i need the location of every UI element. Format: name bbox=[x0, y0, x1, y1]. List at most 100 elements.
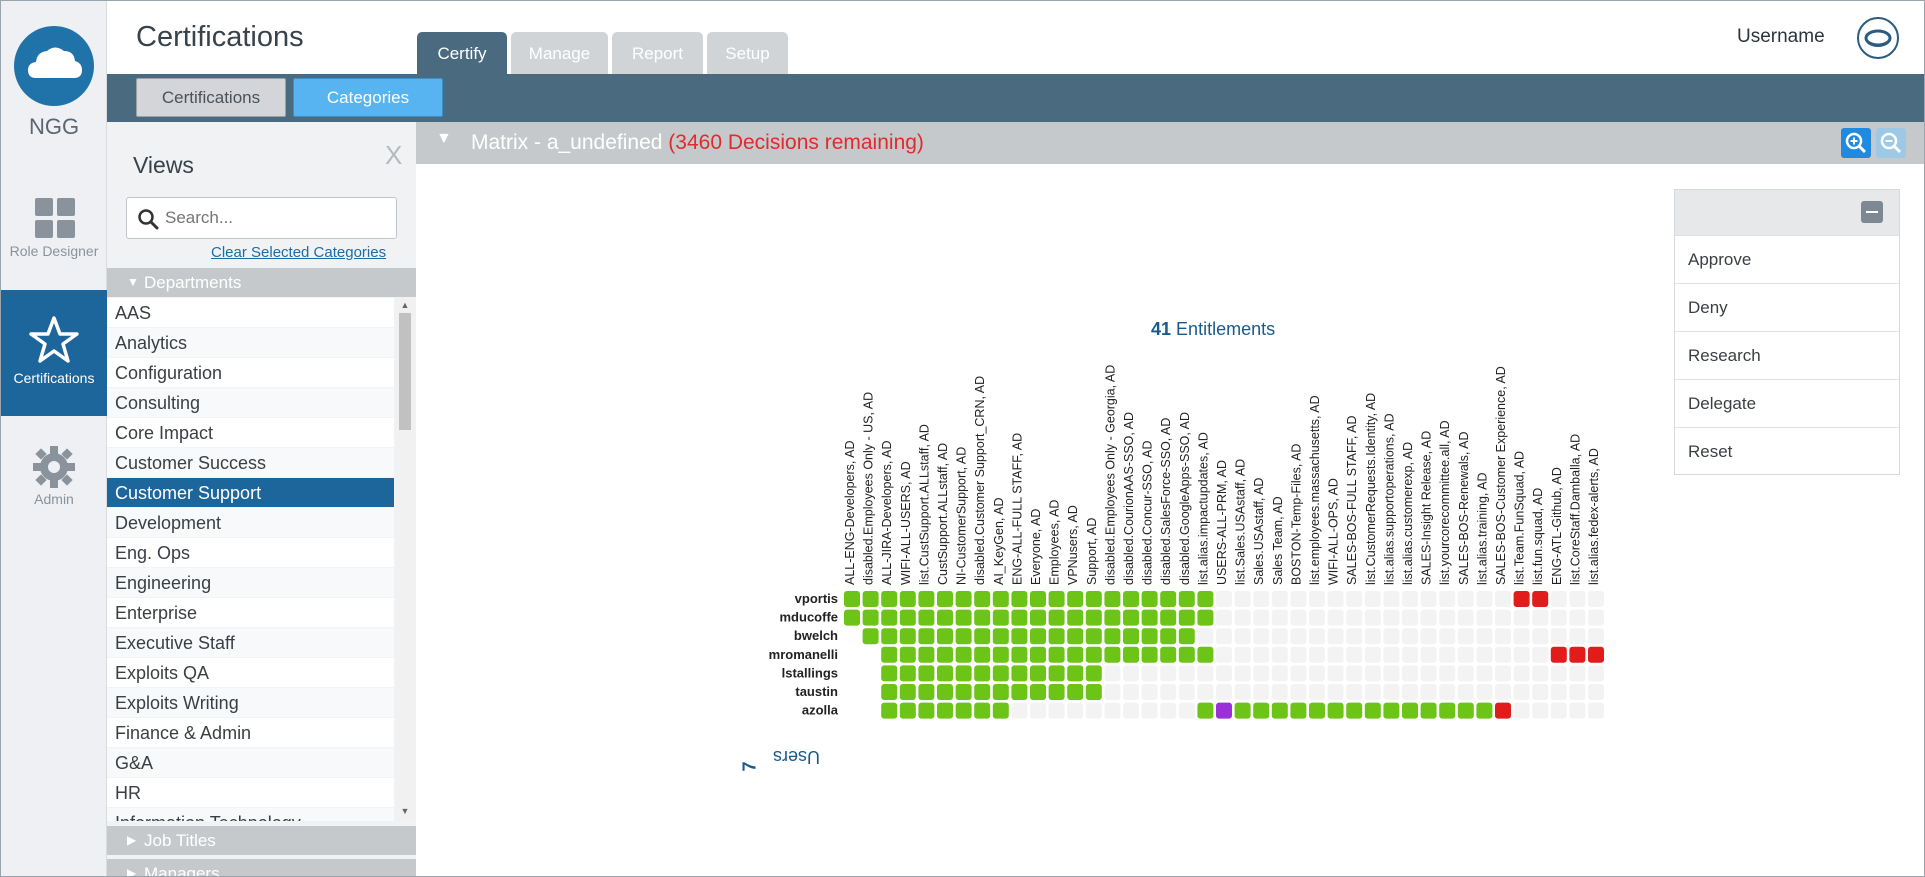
matrix-cell[interactable] bbox=[955, 591, 972, 607]
matrix-cell[interactable] bbox=[1085, 628, 1102, 645]
matrix-cell[interactable] bbox=[1067, 609, 1084, 626]
matrix-cell[interactable] bbox=[1067, 646, 1084, 663]
matrix-cell[interactable] bbox=[1439, 628, 1456, 645]
matrix-cell[interactable] bbox=[1067, 702, 1084, 719]
matrix-cell[interactable] bbox=[1197, 684, 1214, 700]
matrix-cell[interactable] bbox=[1030, 591, 1046, 607]
matrix-cell[interactable] bbox=[1160, 646, 1177, 663]
matrix-cell[interactable] bbox=[1309, 628, 1325, 645]
matrix-cell[interactable] bbox=[1364, 646, 1381, 663]
matrix-cell[interactable] bbox=[955, 684, 972, 700]
entitlement-column-label[interactable]: SALES-BOS-Renewals, AD bbox=[1457, 431, 1471, 585]
department-item[interactable]: Consulting bbox=[107, 388, 394, 418]
matrix-cell[interactable] bbox=[1402, 591, 1418, 607]
matrix-cell[interactable] bbox=[1271, 665, 1288, 682]
matrix-cell[interactable] bbox=[1327, 684, 1344, 700]
matrix-cell[interactable] bbox=[1271, 609, 1288, 626]
matrix-cell[interactable] bbox=[1420, 702, 1437, 719]
matrix-cell[interactable] bbox=[1346, 684, 1363, 700]
matrix-cell[interactable] bbox=[1234, 665, 1251, 682]
entitlement-column-label[interactable]: list.alias.supportoperations, AD bbox=[1382, 413, 1396, 585]
department-item[interactable]: Analytics bbox=[107, 328, 394, 358]
entitlement-column-label[interactable]: disabled.CourionAAS-SSO, AD bbox=[1122, 412, 1136, 585]
matrix-cell[interactable] bbox=[899, 609, 916, 626]
matrix-cell[interactable] bbox=[1048, 591, 1065, 607]
department-item[interactable]: Exploits Writing bbox=[107, 688, 394, 718]
matrix-cell[interactable] bbox=[844, 591, 860, 607]
entitlement-column-label[interactable]: BOSTON-Temp-Files, AD bbox=[1289, 444, 1303, 585]
matrix-cell[interactable] bbox=[918, 628, 935, 645]
deny-action[interactable]: Deny bbox=[1675, 283, 1899, 331]
matrix-cell[interactable] bbox=[1588, 646, 1604, 663]
matrix-cell[interactable] bbox=[1569, 609, 1586, 626]
matrix-cell[interactable] bbox=[1011, 684, 1028, 700]
matrix-cell[interactable] bbox=[1364, 609, 1381, 626]
entitlement-column-label[interactable]: Sales Team, AD bbox=[1271, 496, 1285, 585]
matrix-cell[interactable] bbox=[1495, 665, 1511, 682]
entitlement-column-label[interactable]: AI_KeyGen, AD bbox=[992, 497, 1006, 585]
matrix-cell[interactable] bbox=[881, 684, 898, 700]
matrix-cell[interactable] bbox=[1569, 665, 1586, 682]
matrix-cell[interactable] bbox=[1513, 684, 1530, 700]
entitlement-column-label[interactable]: disabled.Concur-SSO, AD bbox=[1141, 440, 1155, 585]
matrix-cell[interactable] bbox=[1197, 591, 1214, 607]
matrix-cell[interactable] bbox=[1141, 665, 1158, 682]
matrix-cell[interactable] bbox=[1178, 628, 1195, 645]
matrix-cell[interactable] bbox=[1364, 702, 1381, 719]
tab-setup[interactable]: Setup bbox=[707, 32, 788, 74]
entitlement-column-label[interactable]: Everyone, AD bbox=[1029, 509, 1043, 585]
matrix-cell[interactable] bbox=[1104, 646, 1121, 663]
user-row-label[interactable]: vportis bbox=[795, 591, 838, 606]
matrix-cell[interactable] bbox=[1420, 609, 1437, 626]
matrix-cell[interactable] bbox=[974, 665, 991, 682]
matrix-cell[interactable] bbox=[1048, 628, 1065, 645]
matrix-cell[interactable] bbox=[918, 609, 935, 626]
matrix-cell[interactable] bbox=[1253, 684, 1270, 700]
matrix-cell[interactable] bbox=[1067, 591, 1084, 607]
matrix-cell[interactable] bbox=[1011, 591, 1028, 607]
matrix-cell[interactable] bbox=[992, 628, 1009, 645]
matrix-cell[interactable] bbox=[992, 609, 1009, 626]
matrix-cell[interactable] bbox=[937, 684, 953, 700]
matrix-cell[interactable] bbox=[918, 702, 935, 719]
matrix-cell[interactable] bbox=[1253, 665, 1270, 682]
department-item[interactable]: Configuration bbox=[107, 358, 394, 388]
matrix-cell[interactable] bbox=[1234, 702, 1251, 719]
matrix-cell[interactable] bbox=[1327, 609, 1344, 626]
matrix-cell[interactable] bbox=[1178, 665, 1195, 682]
rail-item-admin[interactable]: Admin bbox=[1, 445, 107, 525]
entitlement-column-label[interactable]: disabled.Employees Only - Georgia, AD bbox=[1103, 365, 1117, 585]
matrix-cell[interactable] bbox=[918, 591, 935, 607]
matrix-cell[interactable] bbox=[1216, 702, 1232, 719]
matrix-cell[interactable] bbox=[1290, 591, 1307, 607]
matrix-cell[interactable] bbox=[1476, 684, 1493, 700]
matrix-cell[interactable] bbox=[1253, 646, 1270, 663]
matrix-cell[interactable] bbox=[1290, 646, 1307, 663]
matrix-cell[interactable] bbox=[1383, 646, 1400, 663]
matrix-cell[interactable] bbox=[1457, 591, 1474, 607]
matrix-cell[interactable] bbox=[1123, 609, 1139, 626]
matrix-cell[interactable] bbox=[1588, 665, 1604, 682]
matrix-cell[interactable] bbox=[1234, 646, 1251, 663]
matrix-cell[interactable] bbox=[1532, 665, 1549, 682]
matrix-cell[interactable] bbox=[1532, 684, 1549, 700]
matrix-cell[interactable] bbox=[1309, 609, 1325, 626]
matrix-cell[interactable] bbox=[1383, 684, 1400, 700]
matrix-cell[interactable] bbox=[1588, 591, 1604, 607]
department-item[interactable]: Core Impact bbox=[107, 418, 394, 448]
matrix-cell[interactable] bbox=[1476, 591, 1493, 607]
entitlement-column-label[interactable]: WIFI-ALL-OPS, AD bbox=[1327, 478, 1341, 585]
matrix-cell[interactable] bbox=[1569, 628, 1586, 645]
matrix-cell[interactable] bbox=[1550, 646, 1567, 663]
matrix-cell[interactable] bbox=[1513, 628, 1530, 645]
entitlement-column-label[interactable]: list.yourcorecommittee.all, AD bbox=[1438, 420, 1452, 585]
entitlement-column-label[interactable]: NI-CustomerSupport, AD bbox=[955, 447, 969, 585]
matrix-cell[interactable] bbox=[881, 609, 898, 626]
matrix-cell[interactable] bbox=[1104, 684, 1121, 700]
matrix-cell[interactable] bbox=[1030, 665, 1046, 682]
matrix-cell[interactable] bbox=[1383, 665, 1400, 682]
matrix-cell[interactable] bbox=[899, 628, 916, 645]
department-item[interactable]: AAS bbox=[107, 298, 394, 328]
matrix-cell[interactable] bbox=[1495, 591, 1511, 607]
matrix-cell[interactable] bbox=[1048, 646, 1065, 663]
